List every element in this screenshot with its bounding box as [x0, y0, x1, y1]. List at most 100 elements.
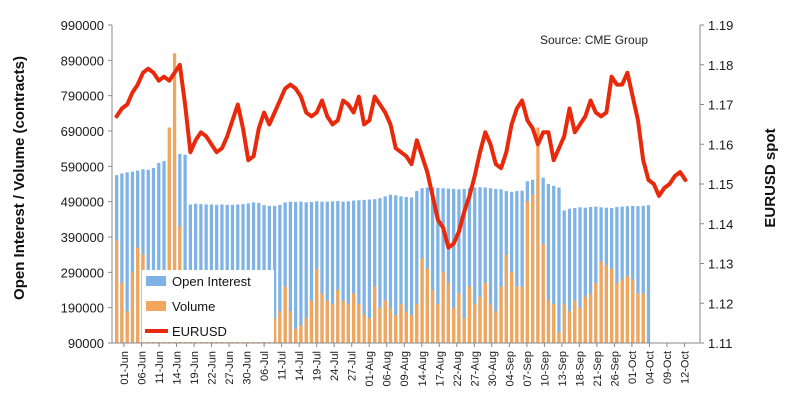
- open-interest-bar: [399, 196, 403, 343]
- open-interest-bar: [573, 208, 577, 343]
- x-tick-label: 27-Jun: [224, 351, 236, 385]
- y-left-tick-label: 690000: [61, 124, 104, 139]
- open-interest-bar: [583, 207, 587, 343]
- volume-bar: [588, 293, 593, 343]
- volume-bar: [388, 307, 393, 343]
- open-interest-bar: [452, 188, 456, 343]
- open-interest-bar: [446, 188, 451, 343]
- volume-bar: [294, 328, 298, 343]
- volume-bar: [367, 318, 372, 343]
- y-left-tick-label: 390000: [61, 230, 104, 245]
- x-tick-label: 27-Jul: [347, 351, 359, 381]
- eurusd-line-group: [114, 62, 688, 250]
- open-interest-bar: [183, 154, 187, 343]
- open-interest-bar: [351, 200, 356, 343]
- y-right-tick-label: 1.12: [708, 296, 733, 311]
- volume-bar: [357, 304, 361, 343]
- volume-bar: [299, 325, 303, 343]
- x-tick-label: 01-Aug: [364, 351, 376, 386]
- volume-bar: [462, 318, 466, 343]
- y-left-tick-label: 890000: [61, 53, 104, 68]
- volume-bar: [457, 293, 461, 343]
- volume-bar: [172, 53, 177, 344]
- volume-bar: [499, 286, 503, 343]
- volume-bar: [567, 311, 572, 343]
- x-tick-label: 11-Jun: [154, 351, 166, 384]
- x-tick-label: 21-Sep: [592, 351, 604, 386]
- open-interest-bar: [394, 195, 398, 343]
- open-interest-bar: [320, 201, 324, 343]
- volume-bar: [536, 127, 540, 343]
- x-tick-label: 30-Aug: [487, 351, 499, 386]
- x-tick-label: 09-Oct: [662, 351, 674, 384]
- x-tick-label: 26-Sep: [609, 351, 621, 386]
- open-interest-bar: [162, 161, 166, 343]
- volume-bar: [362, 314, 366, 343]
- open-interest-bar: [362, 199, 366, 343]
- volume-bar: [583, 297, 587, 343]
- y-left-tick-label: 790000: [61, 89, 104, 104]
- y-left-tick-label: 990000: [61, 18, 104, 33]
- open-interest-bar: [636, 206, 640, 343]
- open-interest-bar: [151, 168, 156, 343]
- open-interest-bar: [436, 187, 440, 343]
- open-interest-bar: [336, 200, 340, 343]
- volume-bar: [515, 286, 519, 343]
- volume-bar: [430, 290, 435, 343]
- y-right-tick-label: 1.16: [708, 137, 733, 152]
- open-interest-bar: [304, 202, 308, 343]
- volume-bar: [615, 282, 619, 343]
- open-interest-bar: [357, 200, 361, 343]
- x-tick-label: 06-Jun: [137, 351, 149, 385]
- open-interest-bar: [520, 190, 524, 343]
- volume-bar: [304, 318, 308, 343]
- volume-bar: [404, 311, 408, 343]
- volume-bar: [494, 311, 498, 343]
- legend-label-eurusd: EURUSD: [172, 324, 227, 339]
- volume-bar: [541, 244, 545, 343]
- y-left-tick-label: 590000: [61, 159, 104, 174]
- x-tick-label: 30-Jun: [242, 351, 254, 385]
- legend-swatch-volume: [146, 301, 166, 311]
- volume-bar: [272, 318, 277, 343]
- x-tick-label: 01-Jun: [119, 351, 131, 385]
- y-right-tick-label: 1.19: [708, 18, 733, 33]
- x-tick-label: 24-Jul: [329, 351, 341, 381]
- open-interest-bar: [309, 202, 314, 343]
- x-tick-label: 14-Jul: [294, 351, 306, 381]
- open-interest-bar: [473, 187, 477, 343]
- open-interest-bar: [615, 206, 619, 343]
- volume-bar: [504, 254, 508, 343]
- volume-bar: [557, 332, 561, 343]
- x-tick-label: 04-Oct: [644, 351, 656, 384]
- open-interest-bar: [272, 205, 277, 343]
- y-left-tick-label: 190000: [61, 301, 104, 316]
- x-tick-label: 06-Jul: [259, 351, 271, 381]
- x-tick-label: 09-Aug: [399, 351, 411, 386]
- eurusd-line: [114, 62, 688, 250]
- volume-bar: [636, 293, 640, 343]
- volume-bar: [346, 304, 350, 343]
- y-left-tick-label: 490000: [61, 195, 104, 210]
- open-interest-bar: [415, 191, 419, 343]
- volume-bar: [604, 265, 609, 343]
- open-interest-bar: [462, 188, 466, 343]
- x-tick-label: 19-Jun: [189, 351, 201, 385]
- volume-bar: [610, 268, 614, 343]
- x-tick-label: 11-Jul: [277, 351, 289, 380]
- source-annotation: Source: CME Group: [540, 33, 648, 47]
- open-interest-bar: [325, 201, 329, 343]
- open-interest-bar: [404, 197, 408, 343]
- volume-bar: [509, 272, 514, 343]
- open-interest-bar: [388, 194, 393, 343]
- x-tick-label: 14-Aug: [417, 351, 429, 386]
- y-left-axis-title: Open Interest / Volume (contracts): [11, 56, 28, 300]
- open-interest-bar: [488, 188, 493, 343]
- open-interest-bar: [641, 205, 645, 343]
- open-interest-bar: [341, 201, 345, 343]
- open-interest-bar: [552, 185, 556, 343]
- y-right-ticks: 1.11 1.12 1.13 1.14 1.15 1.16 1.17 1.18 1.19: [700, 18, 733, 351]
- y-right-tick-label: 1.17: [708, 98, 733, 113]
- volume-bar: [573, 300, 577, 343]
